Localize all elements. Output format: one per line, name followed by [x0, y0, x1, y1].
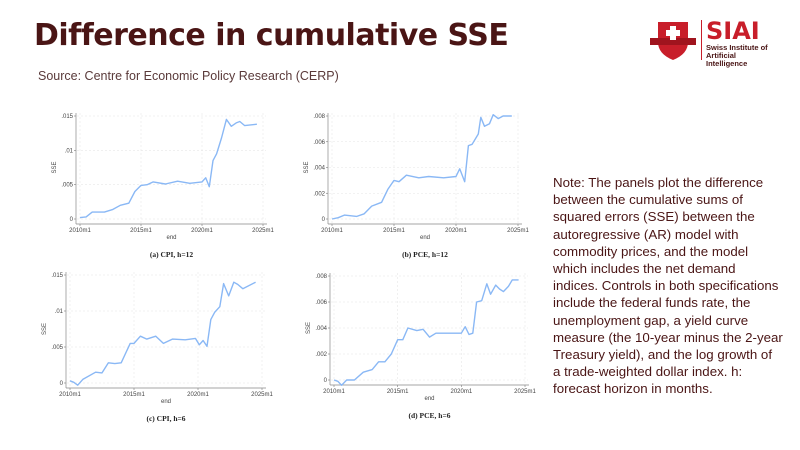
- x-axis-label: end: [424, 396, 434, 402]
- chart-c: 0 .005 .01 .015 2010m1 2015m1 2020m1 2025m1 end S…: [42, 272, 274, 423]
- source-text: Source: Centre for Economic Policy Resea…: [38, 69, 339, 83]
- y-tick-label: 0: [70, 217, 74, 223]
- x-tick-label: 2020m1: [450, 389, 472, 395]
- y-tick-label: .005: [61, 183, 73, 189]
- y-tick-label: .004: [315, 326, 327, 332]
- x-axis-label: end: [166, 235, 176, 241]
- x-tick-label: 2020m1: [445, 228, 467, 234]
- y-tick-label: .004: [313, 166, 325, 172]
- x-tick-label: 2010m1: [321, 228, 343, 234]
- series-line: [79, 118, 257, 219]
- x-tick-label: 2015m1: [383, 228, 405, 234]
- y-tick-label: .015: [51, 273, 63, 279]
- y-axis-label: SSE: [42, 323, 48, 335]
- logo-subtitle-1: Swiss Institute of: [706, 43, 768, 52]
- logo-name: SIAI: [706, 17, 760, 45]
- y-tick-label: 0: [324, 378, 328, 384]
- y-tick-label: .002: [315, 352, 327, 358]
- siai-logo: SIAI Swiss Institute of Artificial Intel…: [648, 17, 778, 68]
- y-tick-label: .005: [51, 345, 63, 351]
- chart-caption: (d) PCE, h=6: [409, 411, 451, 420]
- chart-d: 0 .002 .004 .006 .008 2010m1 2015m1 2020m1 2025m…: [306, 273, 537, 420]
- y-tick-label: .002: [313, 191, 325, 197]
- x-tick-label: 2020m1: [187, 392, 209, 398]
- y-tick-label: 0: [60, 381, 64, 387]
- x-tick-label: 2015m1: [123, 392, 145, 398]
- series-line: [69, 281, 256, 386]
- x-tick-label: 2010m1: [59, 392, 81, 398]
- x-axis-label: end: [420, 235, 430, 241]
- chart-b: 0 .002 .004 .006 .008 2010m1 2015m1 2020m1 2025m…: [304, 113, 530, 259]
- series-line: [333, 279, 519, 386]
- y-axis-label: SSE: [304, 161, 310, 173]
- chart-panel-c: 0 .005 .01 .015 2010m1 2015m1 2020m1 2025m1 end S…: [35, 268, 280, 428]
- x-tick-label: 2025m1: [251, 392, 273, 398]
- note-text: Note: The panels plot the difference bet…: [553, 175, 783, 397]
- y-tick-label: .01: [55, 309, 64, 315]
- chart-caption: (c) CPI, h=6: [146, 414, 185, 423]
- chart-panel-b: 0 .002 .004 .006 .008 2010m1 2015m1 2020m1 2025m…: [290, 108, 535, 268]
- logo-subtitle-2: Artificial Intelligence: [706, 51, 748, 68]
- page-title: Difference in cumulative SSE: [34, 18, 509, 53]
- chart-a: 0 .005 .01 .015 2010m1 2015m1 2020m1 2025m1 end S…: [52, 113, 275, 259]
- x-tick-label: 2025m1: [514, 389, 536, 395]
- y-tick-label: .008: [313, 114, 325, 120]
- y-tick-label: .006: [313, 140, 325, 146]
- x-tick-label: 2025m1: [252, 228, 274, 234]
- y-tick-label: .01: [65, 148, 74, 154]
- x-axis-label: end: [161, 399, 171, 405]
- x-tick-label: 2020m1: [191, 228, 213, 234]
- y-tick-label: .006: [315, 300, 327, 306]
- chart-panel-a: 0 .005 .01 .015 2010m1 2015m1 2020m1 2025m1 end S…: [35, 108, 280, 268]
- y-axis-label: SSE: [52, 161, 58, 173]
- chart-caption: (a) CPI, h=12: [150, 250, 193, 259]
- x-tick-label: 2010m1: [323, 389, 345, 395]
- chart-caption: (b) PCE, h=12: [402, 250, 448, 259]
- swiss-shield-icon: [650, 22, 696, 60]
- x-tick-label: 2025m1: [507, 228, 529, 234]
- y-axis-label: SSE: [306, 322, 312, 334]
- x-tick-label: 2015m1: [387, 389, 409, 395]
- x-tick-label: 2015m1: [130, 228, 152, 234]
- x-tick-label: 2010m1: [69, 228, 91, 234]
- chart-panel-d: 0 .002 .004 .006 .008 2010m1 2015m1 2020m1 2025m…: [290, 268, 537, 428]
- y-tick-label: .008: [315, 274, 327, 280]
- y-tick-label: .015: [61, 114, 73, 120]
- y-tick-label: 0: [322, 217, 326, 223]
- series-line: [331, 114, 512, 220]
